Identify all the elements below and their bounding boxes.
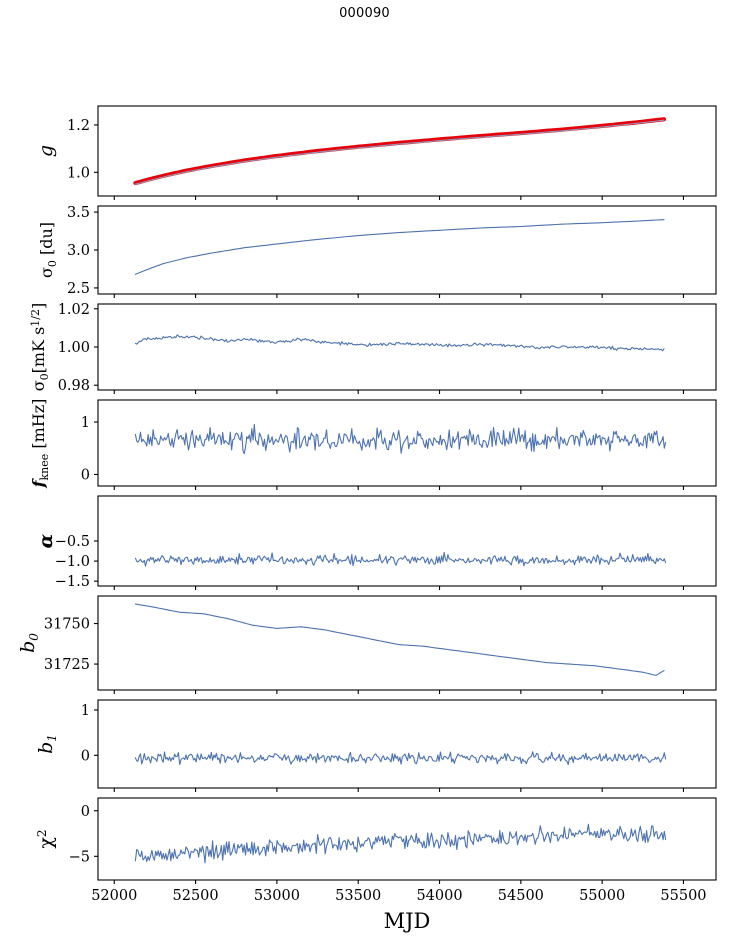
panel-chi2-frame xyxy=(97,797,717,881)
panel-b0-series-b0 xyxy=(134,603,665,676)
panel-chi2-ylabel: χ2 xyxy=(35,829,57,848)
panel-sigma0-du-series-sigma0 xyxy=(134,219,665,275)
panel-b0-ylabel: b0 xyxy=(17,633,41,653)
panel-chi2-ytick-label: −5 xyxy=(69,849,90,865)
panel-b0-ytick-label: 31750 xyxy=(44,617,90,633)
panel-sigma0-mk-ylabel: σ0[mK s1/2] xyxy=(29,303,51,392)
panel-alpha-ytick-label: −1.5 xyxy=(55,574,90,590)
panel-fknee-frame xyxy=(97,399,717,487)
panel-alpha-series-alpha xyxy=(134,551,667,567)
panel-sigma0-du-frame xyxy=(97,205,717,295)
panel-sigma0-du: 2.5 3.0 3.5 σ0 [du] xyxy=(37,205,717,298)
panel-chi2: −5 0 χ2 xyxy=(35,797,717,884)
panel-b0-ytick-label: 31725 xyxy=(44,657,90,673)
panel-g-ytick-label: 1.2 xyxy=(67,118,90,134)
panel-fknee-series-f_knee xyxy=(134,423,667,455)
panel-b1: 0 1 b1 xyxy=(35,699,717,792)
panel-chi2-ytick-label: 0 xyxy=(81,804,90,820)
panel-fknee-ylabel: fknee [mHz] xyxy=(29,399,51,489)
figure-title: 000090 xyxy=(339,6,390,21)
panel-alpha-ytick-label: −1.0 xyxy=(55,554,90,570)
panel-sigma0-du-ytick-label: 3.5 xyxy=(67,205,90,221)
panel-g-ylabel: g xyxy=(35,145,57,157)
x-tick-label: 54500 xyxy=(498,888,544,904)
panel-fknee: 0 1 fknee [mHz] xyxy=(29,399,717,490)
panel-chi2-series-chi2 xyxy=(134,823,667,864)
panel-sigma0-mk-ytick-label: 1.02 xyxy=(58,302,90,318)
x-tick-label: 53000 xyxy=(254,888,300,904)
panel-sigma0-du-ytick-label: 2.5 xyxy=(67,281,90,297)
panel-alpha: −1.5 −1.0 −0.5α xyxy=(35,495,717,590)
x-tick-label: 55000 xyxy=(579,888,625,904)
panel-g: 1.0 1.2 g xyxy=(35,105,717,200)
panel-sigma0-mk-ytick-label: 1.00 xyxy=(58,340,90,356)
panel-sigma0-mk-frame xyxy=(97,303,717,391)
x-tick-label: 52000 xyxy=(91,888,137,904)
panel-sigma0-mk: 0.98 1.00 1.02 σ0[mK s1/2] xyxy=(29,302,717,394)
x-tick-label: 53500 xyxy=(335,888,381,904)
panel-sigma0-mk-ytick-label: 0.98 xyxy=(58,378,90,394)
x-tick-label: 55500 xyxy=(660,888,706,904)
panel-alpha-ytick-label: −0.5 xyxy=(55,534,90,550)
panel-b1-frame xyxy=(97,699,717,789)
panel-fknee-ytick-label: 1 xyxy=(81,415,90,431)
x-tick-label: 52500 xyxy=(173,888,219,904)
panel-b1-ytick-label: 0 xyxy=(81,748,90,764)
x-axis-label: MJD xyxy=(384,909,431,933)
panel-alpha-ylabel: α xyxy=(35,533,57,548)
panel-b1-series-b1 xyxy=(134,751,667,766)
panel-g-ytick-label: 1.0 xyxy=(67,165,90,181)
panel-g-series-fit xyxy=(133,117,667,186)
panel-b0-frame xyxy=(97,595,717,691)
panel-sigma0-mk-series-sigma0_mk xyxy=(134,334,665,352)
panel-alpha-frame xyxy=(97,495,717,587)
x-axis: 52000 52500 53000 53500 54000 54500 55000 55500… xyxy=(91,888,706,933)
panel-fknee-ytick-label: 0 xyxy=(81,467,90,483)
panel-sigma0-du-ylabel: σ0 [du] xyxy=(37,222,59,278)
panel-b1-ylabel: b1 xyxy=(35,734,59,754)
panel-g-frame xyxy=(97,105,717,197)
x-tick-label: 54000 xyxy=(416,888,462,904)
panel-g-series-model xyxy=(134,119,665,185)
panel-sigma0-du-ytick-label: 3.0 xyxy=(67,243,90,259)
panel-b1-ytick-label: 1 xyxy=(81,703,90,719)
